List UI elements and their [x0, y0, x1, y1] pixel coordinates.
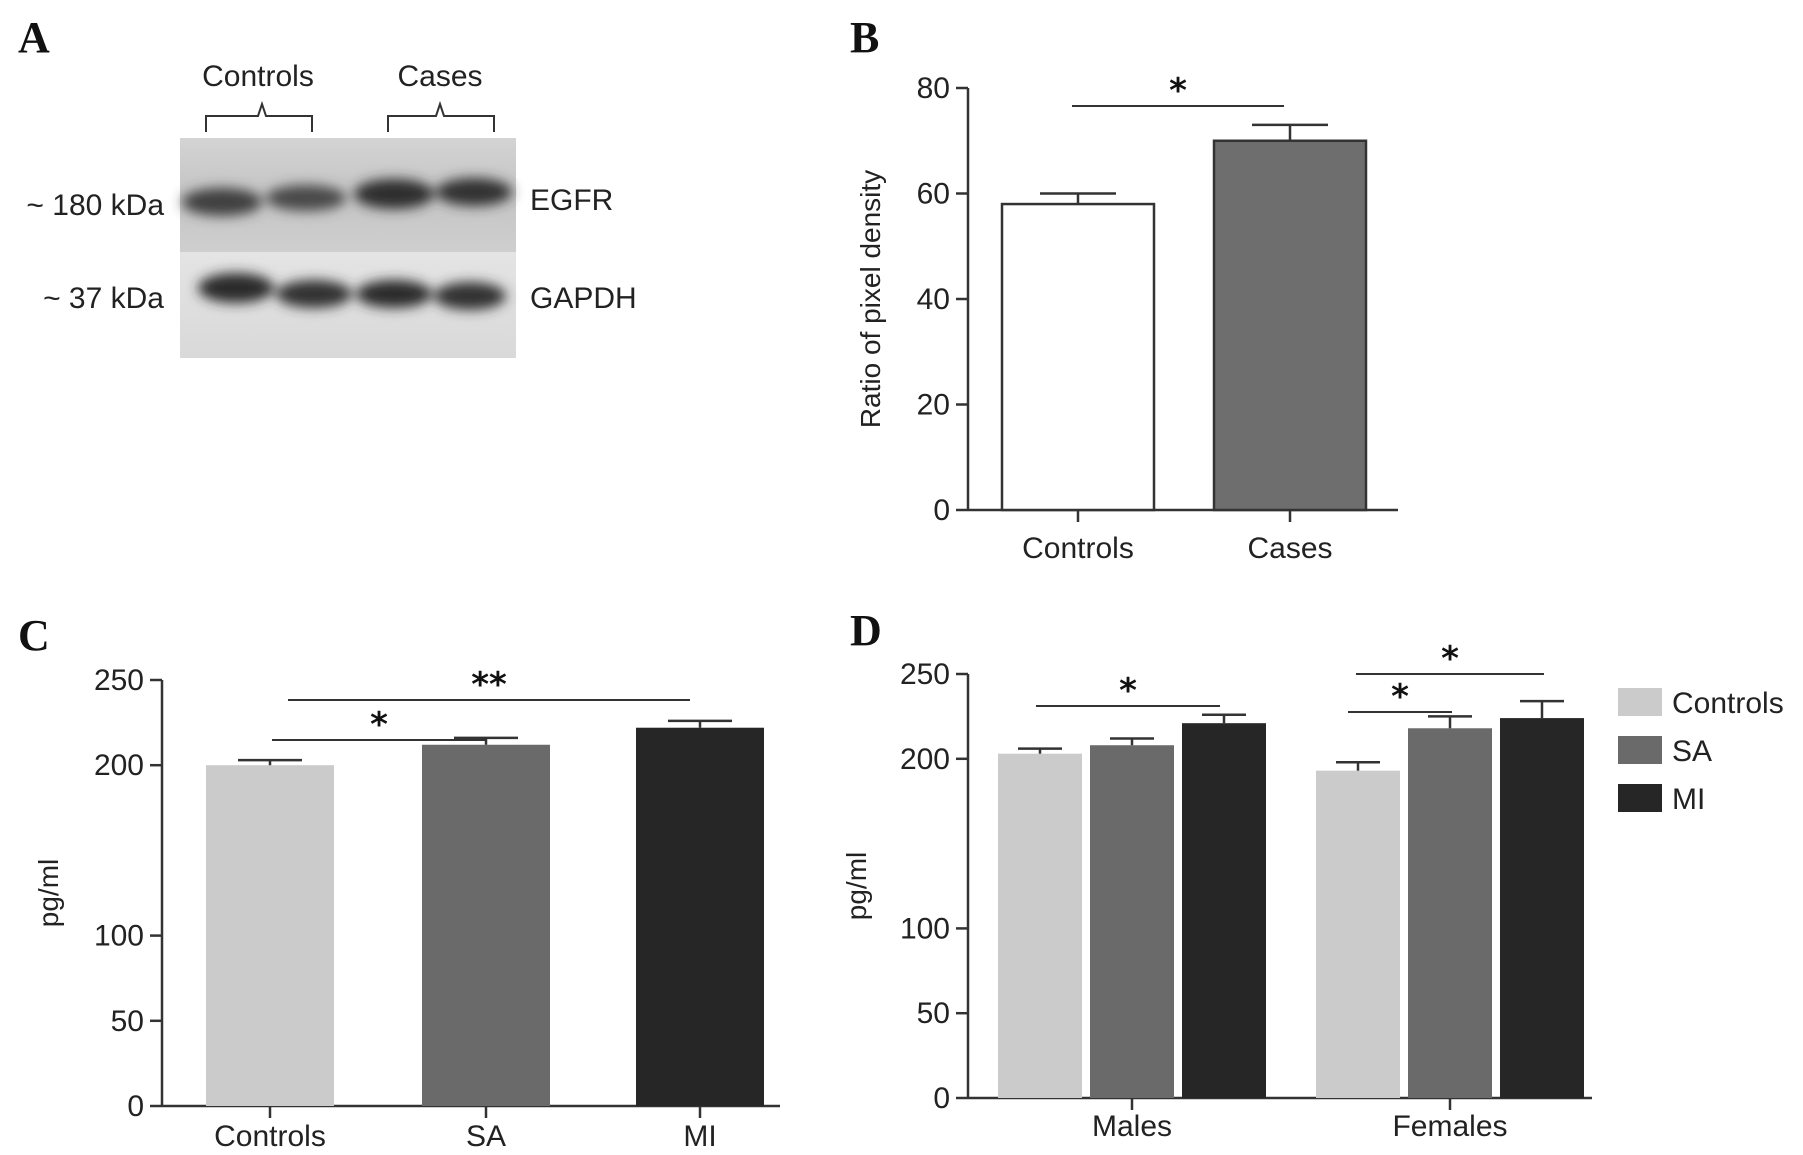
bar-females-sa	[1408, 728, 1492, 1098]
bar-mi	[636, 727, 764, 1106]
significance-marker-d: *	[1391, 677, 1409, 717]
mw-label-37: ~ 37 kDa	[43, 282, 164, 315]
y-tick-label-b: 80	[917, 72, 950, 105]
band-egfr-1	[182, 188, 262, 216]
x-tick-label-c: Controls	[214, 1120, 326, 1153]
blot-group-cases: Cases	[397, 60, 482, 93]
x-tick-label-d: Males	[1092, 1110, 1172, 1143]
significance-marker-b: *	[1169, 71, 1187, 111]
bar-females-controls	[1316, 770, 1400, 1098]
legend-swatch-sa	[1618, 736, 1662, 764]
bar-cases	[1212, 139, 1368, 512]
chart-d: 0 50 100 200 250 pg/ml Males Females * * * Controls…	[841, 639, 1784, 1143]
y-tick-label-c: 100	[94, 920, 144, 953]
y-tick-label-b: 40	[917, 283, 950, 316]
bar-controls	[206, 765, 334, 1106]
y-tick-label-c: 250	[94, 664, 144, 697]
blot-bracket-cases	[387, 100, 495, 132]
legend-label-mi: MI	[1672, 783, 1705, 816]
x-tick-label-b: Cases	[1247, 532, 1332, 565]
y-tick-label-d: 100	[900, 912, 950, 945]
y-tick-label-b: 20	[917, 389, 950, 422]
x-tick-label-c: MI	[683, 1120, 716, 1153]
significance-marker-c: *	[370, 705, 388, 745]
y-axis-title-b: Ratio of pixel density	[855, 170, 886, 428]
panel-letter-a: A	[18, 13, 50, 62]
chart-b: 0 20 40 60 80 Ratio of pixel density Controls C…	[855, 71, 1398, 565]
y-tick-label-d: 50	[917, 997, 950, 1030]
panel-letter-c: C	[18, 611, 50, 660]
legend-swatch-controls	[1618, 688, 1662, 716]
band-gapdh-2	[276, 280, 352, 308]
y-tick-label-c: 200	[94, 749, 144, 782]
band-egfr-4	[436, 178, 512, 206]
bar-males-mi	[1182, 723, 1266, 1098]
band-label-gapdh: GAPDH	[530, 282, 637, 315]
band-gapdh-1	[198, 273, 274, 303]
significance-marker-d: *	[1441, 639, 1459, 679]
significance-marker-c: **	[471, 665, 507, 705]
legend-label-sa: SA	[1672, 735, 1712, 768]
band-gapdh-4	[434, 282, 506, 310]
x-tick-label-c: SA	[466, 1120, 506, 1153]
y-tick-label-b: 0	[933, 494, 950, 527]
y-tick-label-c: 0	[127, 1090, 144, 1123]
panel-letter-d: D	[850, 606, 882, 655]
band-egfr-3	[354, 179, 434, 209]
band-egfr-2	[266, 185, 346, 211]
legend-label-controls: Controls	[1672, 687, 1784, 720]
y-tick-label-d: 0	[933, 1082, 950, 1115]
y-tick-label-d: 200	[900, 743, 950, 776]
legend-swatch-mi	[1618, 784, 1662, 812]
bar-controls	[1000, 202, 1156, 512]
blot-group-controls: Controls	[202, 60, 314, 93]
y-axis-title-d: pg/ml	[841, 852, 872, 920]
x-tick-label-b: Controls	[1022, 532, 1134, 565]
bar-males-sa	[1090, 745, 1174, 1098]
y-tick-label-c: 50	[111, 1005, 144, 1038]
band-gapdh-3	[356, 280, 432, 308]
significance-marker-d: *	[1119, 671, 1137, 711]
bar-sa	[422, 744, 550, 1106]
legend-d: Controls SA MI	[1618, 687, 1784, 816]
panel-letter-b: B	[850, 13, 879, 62]
band-label-egfr: EGFR	[530, 184, 613, 217]
blot-bracket-controls	[205, 100, 313, 132]
western-blot: Controls Cases ~ 180 kDa ~ 37 kDa EGFR G…	[26, 60, 637, 358]
x-tick-label-d: Females	[1392, 1110, 1507, 1143]
bar-females-mi	[1500, 718, 1584, 1098]
y-axis-title-c: pg/ml	[33, 859, 64, 927]
bar-males-controls	[998, 753, 1082, 1098]
y-tick-label-d: 250	[900, 658, 950, 691]
y-tick-label-b: 60	[917, 178, 950, 211]
mw-label-180: ~ 180 kDa	[26, 189, 164, 222]
